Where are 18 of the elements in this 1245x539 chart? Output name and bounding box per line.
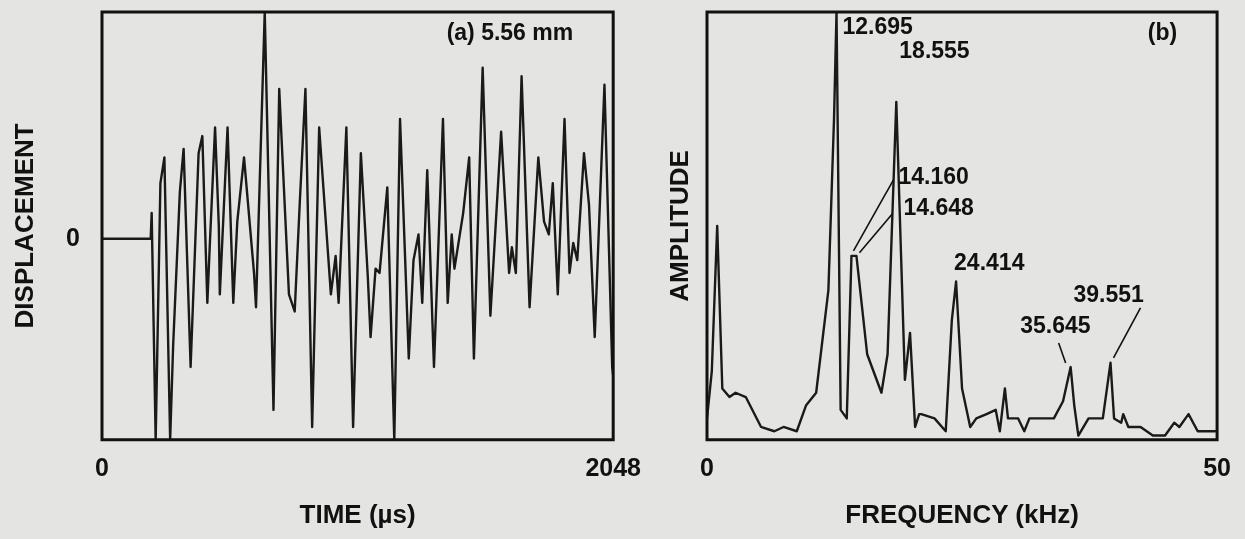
annotation: (b): [1147, 18, 1178, 45]
annotation: 39.551: [1073, 281, 1145, 308]
x-tick-label: 0: [700, 452, 714, 481]
annotation: 14.648: [903, 194, 974, 221]
x-tick-label: 0: [95, 452, 109, 481]
annotation: 35.645: [1020, 312, 1091, 339]
x-tick-label: 2048: [585, 452, 642, 481]
annotation: 14.160: [898, 163, 969, 190]
annotation: 12.695: [842, 13, 914, 40]
x-axis-title: TIME (µs): [299, 498, 416, 529]
x-tick-label: 50: [1203, 452, 1231, 481]
annotation: 18.555: [899, 37, 970, 64]
y-axis-title: AMPLITUDE: [663, 150, 694, 302]
x-axis-title: FREQUENCY (kHz): [845, 498, 1079, 529]
annotation: (a) 5.56 mm: [446, 18, 574, 45]
y-axis-title: DISPLACEMENT: [8, 123, 39, 329]
annotation: 24.414: [954, 248, 1025, 275]
text: 0: [66, 222, 80, 251]
